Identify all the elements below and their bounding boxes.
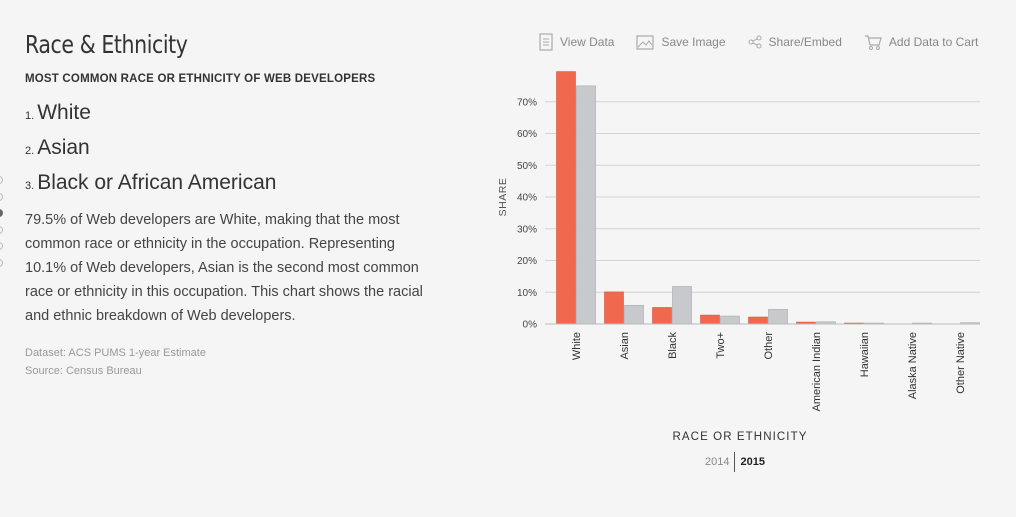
bar-series-a[interactable] <box>748 316 768 325</box>
section-subtitle: MOST COMMON RACE OR ETHNICITY OF WEB DEV… <box>25 73 376 85</box>
share-icon <box>748 35 762 49</box>
ranked-item: 2. Asian <box>25 130 445 165</box>
ranked-item: 3. Black or African American <box>25 165 445 200</box>
bar-series-a[interactable] <box>652 307 672 325</box>
section-nav-dot[interactable] <box>0 242 3 250</box>
ranked-item: 1. White <box>25 95 445 130</box>
category-label: White <box>571 332 583 360</box>
description-text: 79.5% of Web developers are White, makin… <box>25 212 423 324</box>
y-tick-label: 40% <box>517 193 537 204</box>
rank-label: White <box>37 101 91 124</box>
ranked-list: 1. White 2. Asian 3. Black or African Ameri… <box>25 95 445 200</box>
chart-toolbar: View Data Save Image Share/Embed Add Dat… <box>539 32 1000 52</box>
y-tick-label: 50% <box>517 161 537 172</box>
bar-series-a[interactable] <box>604 291 624 325</box>
section-nav-dot[interactable] <box>0 192 3 201</box>
dataset-label: Dataset: ACS PUMS 1-year Estimate <box>25 347 206 359</box>
rank-number: 2. <box>25 145 35 157</box>
image-icon <box>636 34 655 50</box>
y-tick-label: 0% <box>523 320 538 331</box>
source-meta: Dataset: ACS PUMS 1-year Estimate Source… <box>25 344 445 380</box>
section-nav-dot-active[interactable] <box>0 209 3 217</box>
bar-series-a[interactable] <box>556 71 576 325</box>
category-label: Other <box>763 332 775 360</box>
year-2014-toggle[interactable]: 2014 <box>705 456 730 468</box>
y-axis-label: SHARE <box>497 178 509 217</box>
year-toggle: 2014 2015 <box>700 452 770 472</box>
category-label: Asian <box>619 332 631 360</box>
source-label: Source: Census Bureau <box>25 365 142 377</box>
rank-label: Asian <box>37 136 90 159</box>
section-nav-dot[interactable] <box>0 176 3 184</box>
document-icon <box>539 33 553 51</box>
category-label: Other Native <box>955 332 967 394</box>
share-embed-label: Share/Embed <box>768 35 842 49</box>
y-tick-label: 70% <box>517 97 537 108</box>
text-panel: Race & Ethnicity MOST COMMON RACE OR ETH… <box>25 28 445 380</box>
rank-number: 1. <box>25 110 35 122</box>
bar-series-b[interactable] <box>672 286 692 325</box>
section-nav-dot[interactable] <box>0 258 3 267</box>
category-label: Black <box>667 332 679 359</box>
cart-icon <box>864 34 882 50</box>
rank-number: 3. <box>25 180 35 192</box>
bar-chart: 0% 10% 20% 30% 40% 50% 60% 70% SHARE White Asian Bl… <box>497 71 980 412</box>
save-image-button[interactable]: Save Image <box>636 32 726 52</box>
y-tick-label: 20% <box>517 256 537 267</box>
year-2015-toggle[interactable]: 2015 <box>734 452 769 472</box>
y-tick-label: 30% <box>517 224 537 235</box>
section-nav-dots <box>0 176 3 275</box>
add-to-cart-button[interactable]: Add Data to Cart <box>864 32 978 52</box>
x-axis-label: RACE OR ETHNICITY <box>672 431 808 443</box>
section-title: Race & Ethnicity <box>25 30 188 59</box>
view-data-label: View Data <box>560 35 615 49</box>
bar-series-b[interactable] <box>768 309 788 325</box>
category-label: Hawaiian <box>859 332 871 377</box>
bar-series-b[interactable] <box>720 315 740 325</box>
y-tick-label: 60% <box>517 129 537 140</box>
category-label: Alaska Native <box>907 332 919 399</box>
rank-label: Black or African American <box>37 171 277 194</box>
y-tick-label: 10% <box>517 288 537 299</box>
view-data-button[interactable]: View Data <box>539 32 614 52</box>
bar-series-b[interactable] <box>624 304 644 325</box>
category-label: Two+ <box>715 332 727 359</box>
bar-series-b[interactable] <box>576 85 596 325</box>
save-image-label: Save Image <box>661 35 726 49</box>
section-nav-dot[interactable] <box>0 225 3 234</box>
share-embed-button[interactable]: Share/Embed <box>748 32 842 52</box>
category-label: American Indian <box>811 332 823 412</box>
bar-series-a[interactable] <box>700 314 720 325</box>
add-to-cart-label: Add Data to Cart <box>888 35 979 49</box>
